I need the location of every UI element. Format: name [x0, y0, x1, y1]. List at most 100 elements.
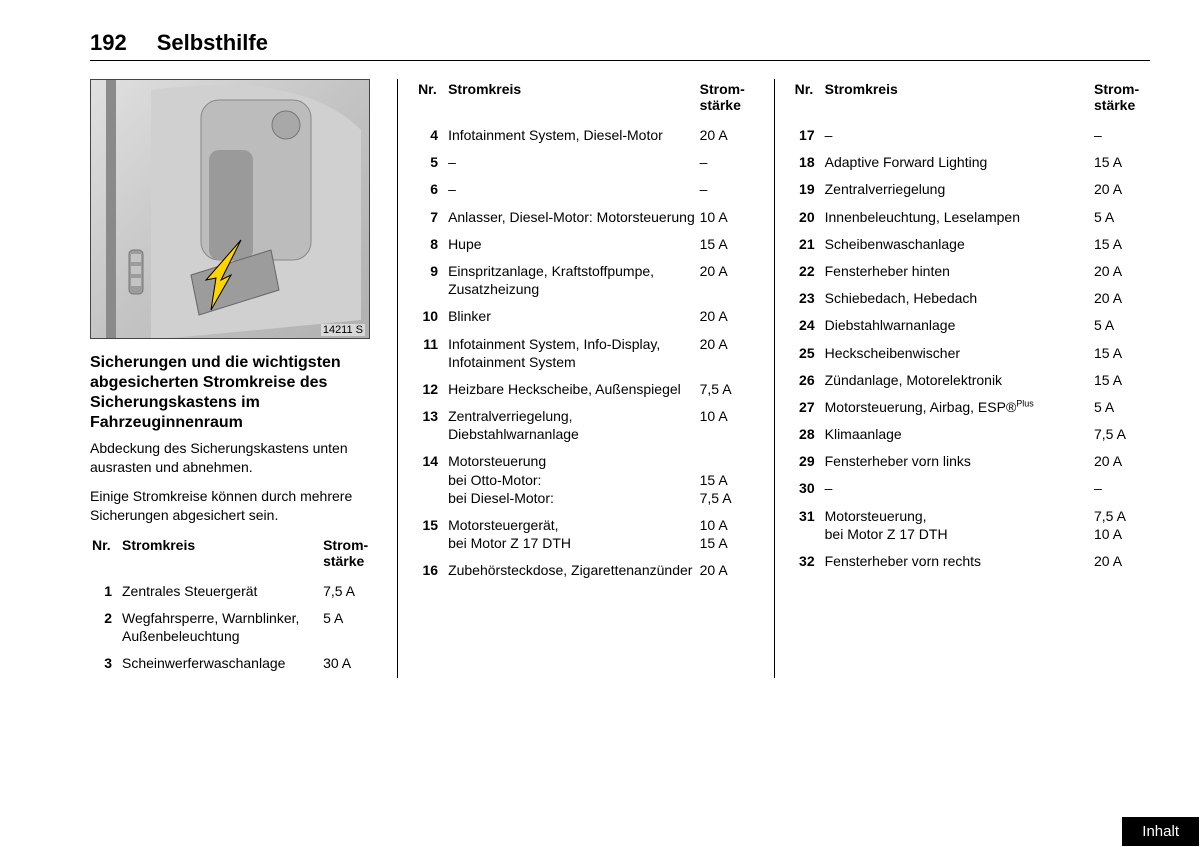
cell-nr: 23: [793, 286, 823, 313]
fuse-tbody-3: 17 –– 18Adaptive Forward Lighting15 A19Zen…: [793, 123, 1150, 576]
table-row: 15Motorsteuergerät,bei Motor Z 17 DTH10 …: [416, 513, 756, 558]
cell-circuit: Adaptive Forward Lighting: [823, 150, 1092, 177]
cell-nr: 3: [90, 651, 120, 678]
th-nr: Nr.: [793, 79, 823, 123]
cell-nr: 19: [793, 177, 823, 204]
illustration-code: 14211 S: [321, 324, 365, 336]
table-row: 7Anlasser, Diesel-Motor: Motorsteuerung1…: [416, 205, 756, 232]
cell-nr: 11: [416, 332, 446, 377]
chapter-title: Selbsthilfe: [157, 30, 268, 56]
table-row: 8Hupe15 A: [416, 232, 756, 259]
table-row: 26Zündanlage, Motorelektronik15 A: [793, 368, 1150, 395]
table-row: 32Fensterheber vorn rechts20 A: [793, 549, 1150, 576]
cell-circuit: Zentralverriegelung: [823, 177, 1092, 204]
cell-circuit: –: [446, 150, 698, 177]
th-circuit: Stromkreis: [120, 535, 321, 579]
cell-nr: 10: [416, 304, 446, 331]
table-row: 23Schiebedach, Hebedach20 A: [793, 286, 1150, 313]
column-1: 14211 S Sicherungen und die wichtigsten …: [90, 79, 397, 678]
cell-circuit: Motorsteuergerät,bei Motor Z 17 DTH: [446, 513, 698, 558]
table-row: 18Adaptive Forward Lighting15 A: [793, 150, 1150, 177]
cell-circuit: Blinker: [446, 304, 698, 331]
toc-button[interactable]: Inhalt: [1121, 816, 1200, 847]
cell-nr: 20: [793, 205, 823, 232]
cell-amp: 15 A: [1092, 150, 1150, 177]
cell-circuit: Klimaanlage: [823, 422, 1092, 449]
cell-nr: 8: [416, 232, 446, 259]
cell-amp: 30 A: [321, 651, 379, 678]
cell-circuit: Fensterheber vorn links: [823, 449, 1092, 476]
cell-circuit: Motorsteuerung, Airbag, ESP®Plus: [823, 395, 1092, 422]
table-row: 10Blinker20 A: [416, 304, 756, 331]
table-row: 12Heizbare Heckscheibe, Außenspiegel7,5 …: [416, 377, 756, 404]
cell-amp: 5 A: [1092, 205, 1150, 232]
cell-circuit: Einspritzanlage, Kraftstoffpumpe, Zusatz…: [446, 259, 698, 304]
cell-amp: 15 A: [1092, 232, 1150, 259]
table-row: 14Motorsteuerungbei Otto-Motor:bei Diese…: [416, 449, 756, 513]
cell-circuit: Wegfahrsperre, Warnblinker, Außenbeleuch…: [120, 606, 321, 651]
table-row: 13Zentralverriegelung, Diebstahlwarnanla…: [416, 404, 756, 449]
cell-nr: 13: [416, 404, 446, 449]
cell-circuit: Heckscheibenwischer: [823, 341, 1092, 368]
column-2: Nr. Stromkreis Strom- stärke 4Infotainme…: [397, 79, 774, 678]
cell-nr: 21: [793, 232, 823, 259]
cell-amp: 20 A: [698, 123, 756, 150]
cell-circuit: Anlasser, Diesel-Motor: Motorsteuerung: [446, 205, 698, 232]
cell-nr: 22: [793, 259, 823, 286]
cell-amp: –: [1092, 476, 1150, 503]
cell-circuit: Fensterheber hinten: [823, 259, 1092, 286]
table-row: 27Motorsteuerung, Airbag, ESP®Plus5 A: [793, 395, 1150, 422]
content-columns: 14211 S Sicherungen und die wichtigsten …: [90, 79, 1150, 678]
cell-nr: 29: [793, 449, 823, 476]
cell-circuit: Zubehörsteckdose, Zigarettenanzünder: [446, 558, 698, 585]
cell-nr: 17: [793, 123, 823, 150]
cell-amp: 10 A15 A: [698, 513, 756, 558]
table-row: 1Zentrales Steuergerät7,5 A: [90, 579, 379, 606]
table-row: 16Zubehörsteckdose, Zigarettenanzünder20…: [416, 558, 756, 585]
page-header: 192 Selbsthilfe: [90, 30, 1150, 61]
fuse-table-2: Nr. Stromkreis Strom- stärke 4Infotainme…: [416, 79, 756, 586]
cell-amp: 20 A: [698, 304, 756, 331]
cell-circuit: Zentralverriegelung, Diebstahlwarnanlage: [446, 404, 698, 449]
table-row: 4Infotainment System, Diesel-Motor20 A: [416, 123, 756, 150]
cell-amp: 7,5 A: [321, 579, 379, 606]
table-row: 24Diebstahlwarnanlage5 A: [793, 313, 1150, 340]
cell-nr: 24: [793, 313, 823, 340]
th-circuit: Stromkreis: [823, 79, 1092, 123]
cell-nr: 27: [793, 395, 823, 422]
cell-circuit: Motorsteuerung,bei Motor Z 17 DTH: [823, 504, 1092, 549]
cell-amp: 15 A: [698, 232, 756, 259]
cell-amp: 20 A: [698, 558, 756, 585]
table-row: 30––: [793, 476, 1150, 503]
fuse-tbody-2: 4Infotainment System, Diesel-Motor20 A5–…: [416, 123, 756, 586]
cell-nr: 4: [416, 123, 446, 150]
cell-nr: 28: [793, 422, 823, 449]
table-row: 5––: [416, 150, 756, 177]
fuse-tbody-1: 1Zentrales Steuergerät7,5 A2Wegfahrsperr…: [90, 579, 379, 679]
section-para-2: Einige Stromkreise können durch mehrere …: [90, 487, 379, 525]
cell-amp: 20 A: [1092, 549, 1150, 576]
th-amp: Strom- stärke: [321, 535, 379, 579]
cell-amp: 7,5 A: [698, 377, 756, 404]
table-row: 20Innenbeleuchtung, Leselampen5 A: [793, 205, 1150, 232]
section-title: Sicherungen und die wichtigsten abgesich…: [90, 353, 379, 433]
cell-amp: 5 A: [321, 606, 379, 651]
cell-amp: 20 A: [1092, 177, 1150, 204]
table-row: 3Scheinwerferwaschanlage30 A: [90, 651, 379, 678]
cell-nr: 14: [416, 449, 446, 513]
cell-amp: 20 A: [1092, 449, 1150, 476]
cell-amp: 20 A: [698, 332, 756, 377]
cell-circuit: Heizbare Heckscheibe, Außenspiegel: [446, 377, 698, 404]
cell-amp: –: [698, 177, 756, 204]
cell-amp: 10 A: [698, 404, 756, 449]
cell-amp: 5 A: [1092, 313, 1150, 340]
fusebox-illustration: 14211 S: [90, 79, 370, 339]
cell-circuit: –: [823, 476, 1092, 503]
cell-circuit: Infotainment System, Info-Display, Infot…: [446, 332, 698, 377]
cell-nr: 31: [793, 504, 823, 549]
cell-circuit: Motorsteuerungbei Otto-Motor:bei Diesel-…: [446, 449, 698, 513]
table-row: 29Fensterheber vorn links20 A: [793, 449, 1150, 476]
th-amp: Strom- stärke: [1092, 79, 1150, 123]
page-number: 192: [90, 30, 127, 56]
cell-amp: 5 A: [1092, 395, 1150, 422]
